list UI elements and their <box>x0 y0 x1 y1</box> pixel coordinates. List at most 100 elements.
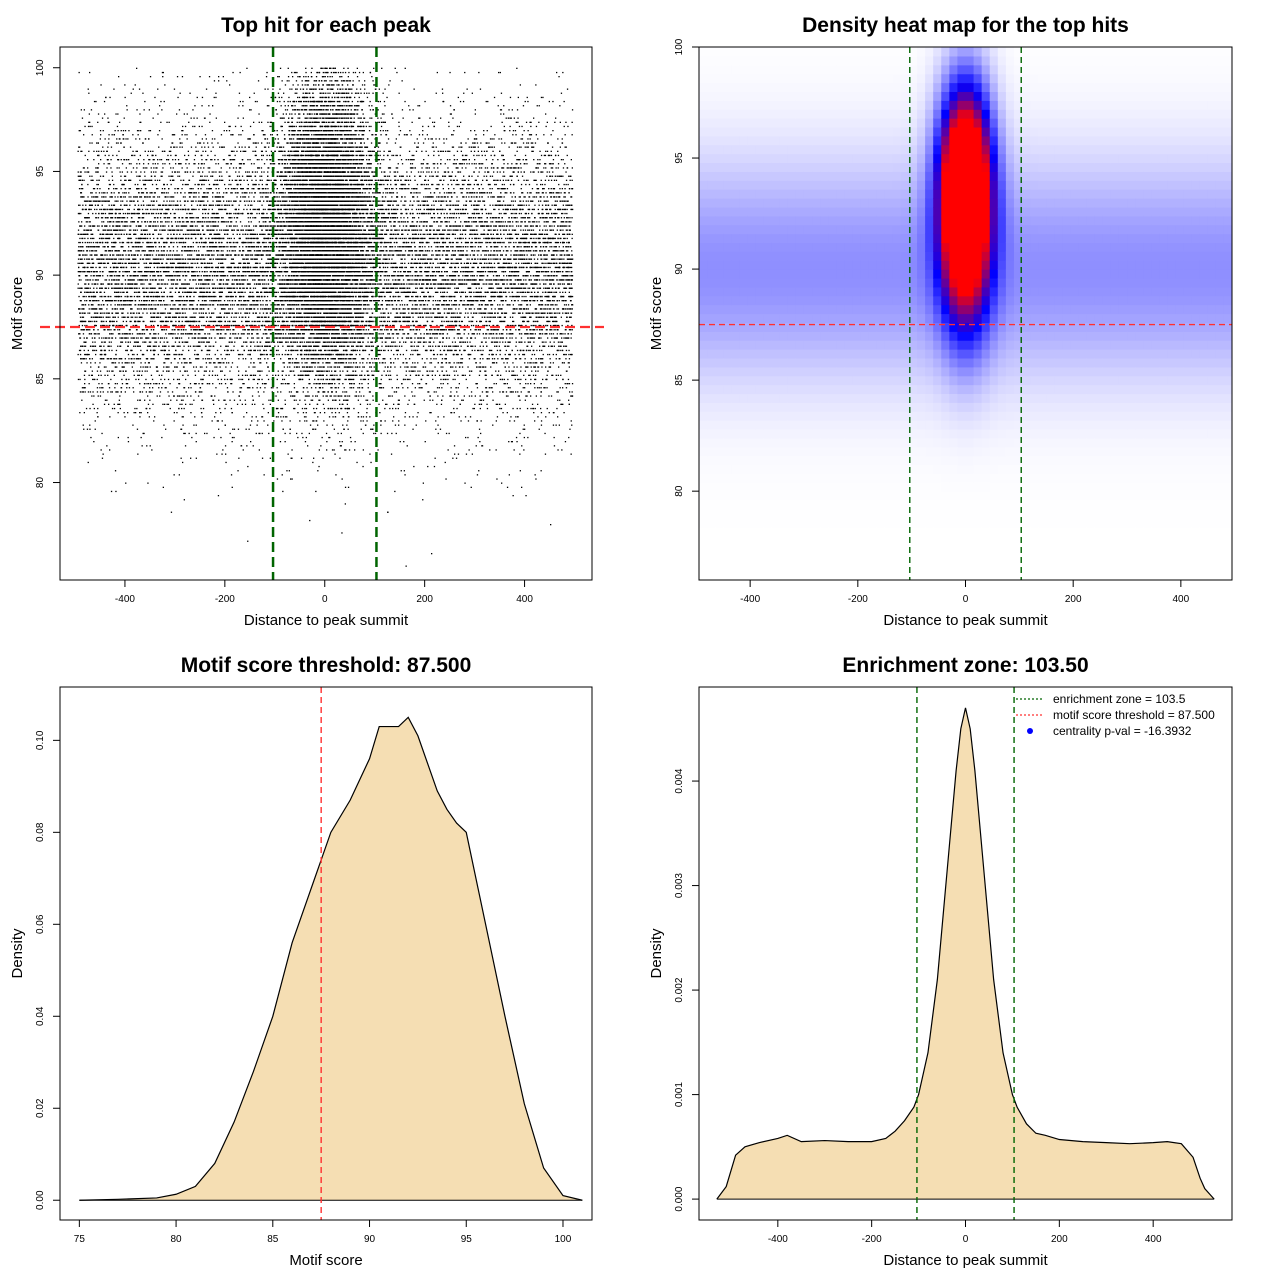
scatter-point <box>143 163 145 165</box>
scatter-point <box>180 329 182 331</box>
scatter-point <box>124 283 127 285</box>
scatter-point <box>561 212 563 215</box>
scatter-point <box>89 142 91 144</box>
scatter-point <box>473 150 476 152</box>
scatter-point <box>529 250 531 252</box>
scatter-point <box>281 407 283 410</box>
scatter-point <box>460 121 462 123</box>
scatter-point <box>508 345 510 347</box>
scatter-point <box>281 283 283 285</box>
scatter-point <box>523 266 525 269</box>
scatter-point <box>90 109 93 111</box>
scatter-point <box>526 142 528 144</box>
scatter-point <box>226 345 228 347</box>
scatter-point <box>454 324 456 327</box>
scatter-point <box>121 221 123 223</box>
scatter-point <box>470 150 472 152</box>
scatter-point <box>523 424 525 426</box>
scatter-point <box>275 329 277 331</box>
scatter-point <box>239 287 242 289</box>
scatter-point <box>404 179 407 181</box>
scatter-point <box>176 241 178 244</box>
scatter-point <box>386 229 388 231</box>
scatter-point <box>182 125 184 128</box>
scatter-point <box>259 262 261 264</box>
scatter-point <box>535 262 537 264</box>
scatter-point <box>536 300 539 302</box>
scatter-point <box>402 308 404 310</box>
scatter-point <box>297 329 300 331</box>
scatter-point <box>521 333 523 335</box>
scatter-point <box>455 163 457 165</box>
scatter-point <box>165 208 167 211</box>
scatter-point <box>201 291 203 293</box>
scatter-point <box>258 432 260 435</box>
scatter-point <box>442 283 445 285</box>
scatter-point <box>404 200 406 202</box>
scatter-point <box>411 208 413 211</box>
scatter-point <box>196 204 199 206</box>
scatter-point <box>402 241 404 244</box>
scatter-point <box>187 345 190 347</box>
scatter-point <box>415 424 417 426</box>
scatter-point <box>415 295 417 298</box>
scatter-point <box>189 383 192 385</box>
scatter-point <box>389 192 391 194</box>
scatter-point <box>95 246 98 248</box>
scatter-point <box>206 196 209 198</box>
scatter-point <box>91 125 93 128</box>
scatter-point <box>404 378 406 381</box>
scatter-point <box>236 150 238 152</box>
scatter-point <box>170 511 173 513</box>
scatter-point <box>417 316 419 318</box>
scatter-point <box>562 378 564 381</box>
scatter-point <box>557 271 559 273</box>
scatter-point <box>474 295 477 298</box>
scatter-point <box>247 138 249 140</box>
scatter-point <box>463 333 465 335</box>
scatter-point <box>506 192 508 194</box>
scatter-point <box>292 105 294 107</box>
scatter-point <box>161 349 163 352</box>
scatter-point <box>443 171 446 173</box>
scatter-point <box>220 250 222 252</box>
scatter-point <box>147 212 149 215</box>
scatter-point <box>251 341 253 343</box>
scatter-point <box>86 324 88 327</box>
scatter-point <box>511 291 514 293</box>
scatter-point <box>399 312 401 314</box>
scatter-point <box>466 188 468 190</box>
scatter-point <box>206 254 208 256</box>
scatter-point <box>570 333 572 335</box>
scatter-point <box>532 229 535 231</box>
scatter-point <box>187 374 189 376</box>
scatter-point <box>87 246 89 248</box>
scatter-point <box>121 171 123 173</box>
scatter-point <box>251 416 253 418</box>
scatter-point <box>238 291 240 293</box>
scatter-point <box>440 362 443 364</box>
scatter-point <box>473 196 475 198</box>
scatter-point <box>370 208 372 211</box>
scatter-point <box>460 362 462 364</box>
scatter-point <box>380 283 383 285</box>
scatter-point <box>169 383 171 385</box>
scatter-point <box>369 308 371 310</box>
scatter-point <box>508 441 510 443</box>
scatter-point <box>145 266 148 269</box>
scatter-point <box>418 324 421 327</box>
scatter-point <box>101 221 103 223</box>
scatter-point <box>251 333 253 335</box>
scatter-point <box>539 295 541 298</box>
scatter-point <box>226 266 228 269</box>
scatter-point <box>151 241 153 244</box>
scatter-point <box>429 229 431 231</box>
scatter-point <box>480 287 483 289</box>
scatter-point <box>169 304 171 306</box>
scatter-point <box>299 374 302 376</box>
scatter-point <box>101 237 103 240</box>
scatter-point <box>419 275 421 277</box>
scatter-point <box>373 316 375 318</box>
scatter-point <box>429 349 432 352</box>
scatter-point <box>172 159 174 161</box>
